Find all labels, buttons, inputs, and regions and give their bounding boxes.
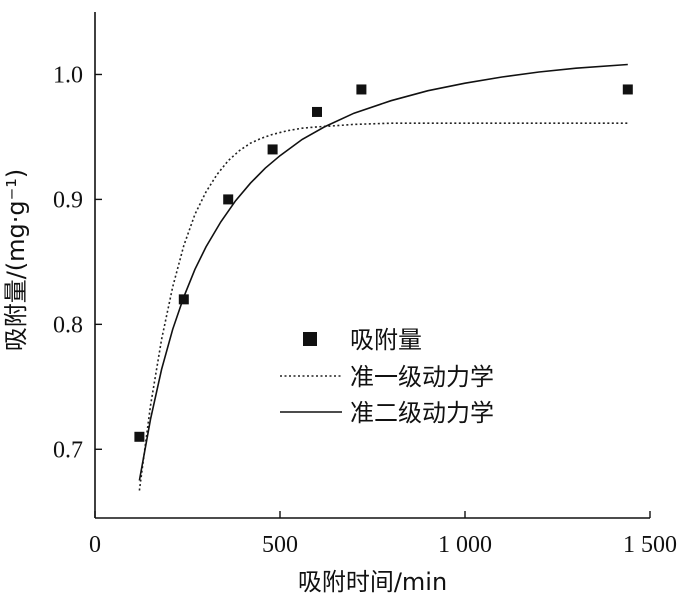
data-point-3 — [267, 144, 278, 155]
y-tick-label-0: 0.7 — [53, 437, 83, 463]
series-points — [134, 84, 633, 442]
series-lines — [138, 63, 628, 491]
legend-label-points: 吸附量 — [350, 326, 422, 354]
y-axis-title: 吸附量/(mg·g⁻¹) — [2, 169, 30, 352]
data-point-4 — [312, 106, 322, 117]
x-ticks: 0 500 1 000 1 500 — [89, 511, 677, 558]
data-point-2 — [223, 194, 234, 205]
data-point-1 — [178, 294, 189, 305]
y-tick-label-2: 0.9 — [53, 187, 83, 213]
data-point-6 — [622, 84, 633, 95]
x-tick-label-3: 1 500 — [623, 532, 677, 558]
series-line-1 — [138, 122, 628, 491]
series-line-2 — [138, 63, 628, 481]
x-tick-label-2: 1 000 — [438, 532, 492, 558]
legend-marker-points — [303, 332, 317, 346]
x-tick-label-1: 500 — [262, 532, 298, 558]
x-axis-title: 吸附时间/min — [298, 568, 447, 596]
legend-label-pso: 准二级动力学 — [350, 399, 494, 427]
y-tick-label-1: 0.8 — [53, 312, 83, 338]
x-tick-label-0: 0 — [89, 532, 101, 558]
y-tick-label-3: 1.0 — [53, 62, 83, 88]
axes — [94, 12, 650, 519]
data-point-5 — [356, 84, 367, 95]
data-point-0 — [134, 431, 145, 442]
y-ticks: 0.7 0.8 0.9 1.0 — [53, 62, 102, 463]
legend-label-pfo: 准一级动力学 — [350, 363, 494, 391]
legend: 吸附量 准一级动力学 准二级动力学 — [280, 326, 494, 427]
